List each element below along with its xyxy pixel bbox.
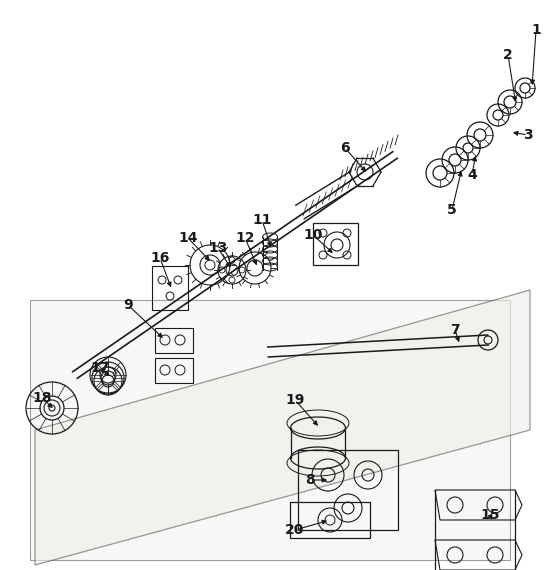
Bar — [290, 502, 370, 538]
Text: 13: 13 — [208, 241, 228, 255]
Text: 2: 2 — [503, 48, 513, 62]
Text: 14: 14 — [178, 231, 198, 245]
Text: 7: 7 — [450, 323, 460, 337]
Bar — [313, 223, 358, 265]
Bar — [298, 450, 398, 530]
Text: 10: 10 — [304, 228, 323, 242]
Text: 3: 3 — [523, 128, 533, 142]
Text: 6: 6 — [340, 141, 350, 155]
Text: 19: 19 — [285, 393, 305, 407]
Polygon shape — [35, 290, 530, 565]
Text: 8: 8 — [305, 473, 315, 487]
Text: 4: 4 — [467, 168, 477, 182]
Text: 15: 15 — [480, 508, 500, 522]
Bar — [155, 328, 193, 353]
Text: 17: 17 — [90, 361, 110, 375]
Text: 18: 18 — [32, 391, 52, 405]
Text: 11: 11 — [252, 213, 272, 227]
Text: 1: 1 — [531, 23, 541, 37]
Text: 12: 12 — [235, 231, 255, 245]
Text: 20: 20 — [285, 523, 305, 537]
Text: 9: 9 — [123, 298, 133, 312]
Bar — [152, 266, 188, 310]
Text: 5: 5 — [447, 203, 457, 217]
Text: 16: 16 — [150, 251, 170, 265]
Bar — [155, 358, 193, 383]
Polygon shape — [30, 300, 510, 560]
